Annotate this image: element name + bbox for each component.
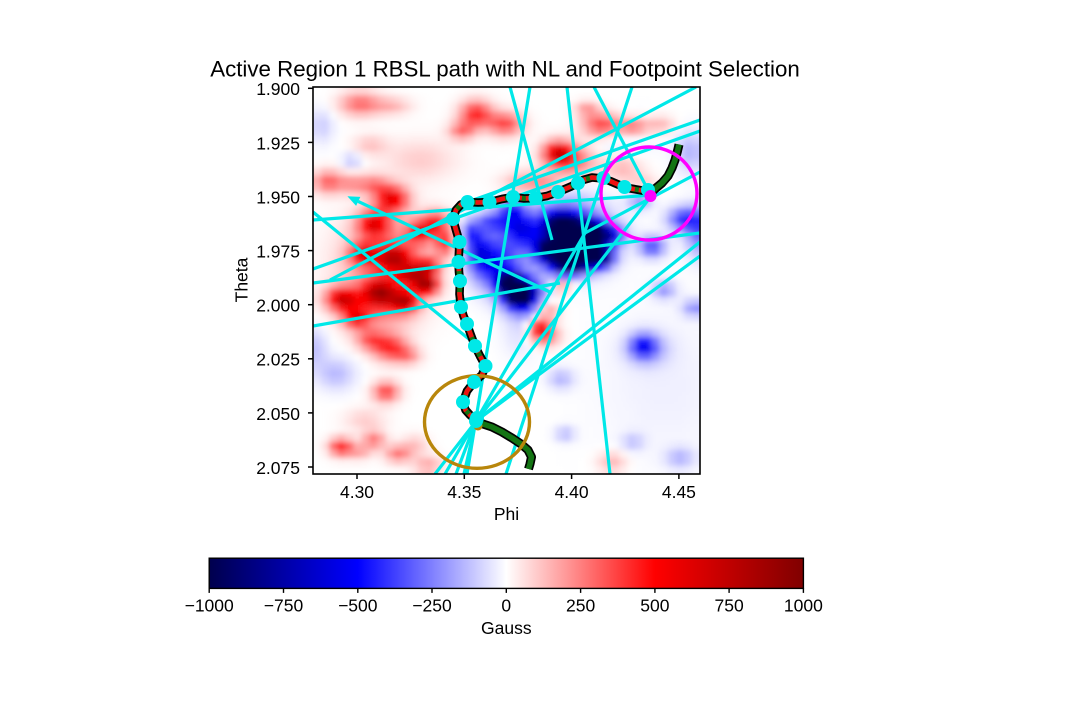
svg-text:4.35: 4.35	[447, 482, 481, 502]
svg-text:250: 250	[566, 596, 595, 616]
svg-text:2.000: 2.000	[256, 296, 300, 316]
svg-text:2.025: 2.025	[256, 350, 300, 370]
svg-text:−500: −500	[338, 596, 378, 616]
svg-text:1000: 1000	[784, 596, 823, 616]
svg-text:1.975: 1.975	[256, 242, 300, 262]
svg-text:750: 750	[714, 596, 743, 616]
svg-text:4.40: 4.40	[555, 482, 589, 502]
svg-text:1.950: 1.950	[256, 187, 300, 207]
svg-text:2.050: 2.050	[256, 404, 300, 424]
svg-text:Phi: Phi	[494, 504, 519, 524]
svg-text:0: 0	[501, 596, 511, 616]
svg-text:1.900: 1.900	[256, 79, 300, 99]
svg-text:2.075: 2.075	[256, 458, 300, 478]
svg-text:−250: −250	[412, 596, 452, 616]
svg-text:4.45: 4.45	[662, 482, 696, 502]
svg-text:500: 500	[640, 596, 669, 616]
svg-text:1.925: 1.925	[256, 133, 300, 153]
svg-text:Gauss: Gauss	[481, 618, 532, 638]
svg-text:Theta: Theta	[232, 257, 252, 302]
svg-text:−750: −750	[264, 596, 304, 616]
svg-text:Active Region 1 RBSL path with: Active Region 1 RBSL path with NL and Fo…	[210, 57, 800, 82]
svg-text:−1000: −1000	[185, 596, 234, 616]
svg-text:4.30: 4.30	[340, 482, 374, 502]
